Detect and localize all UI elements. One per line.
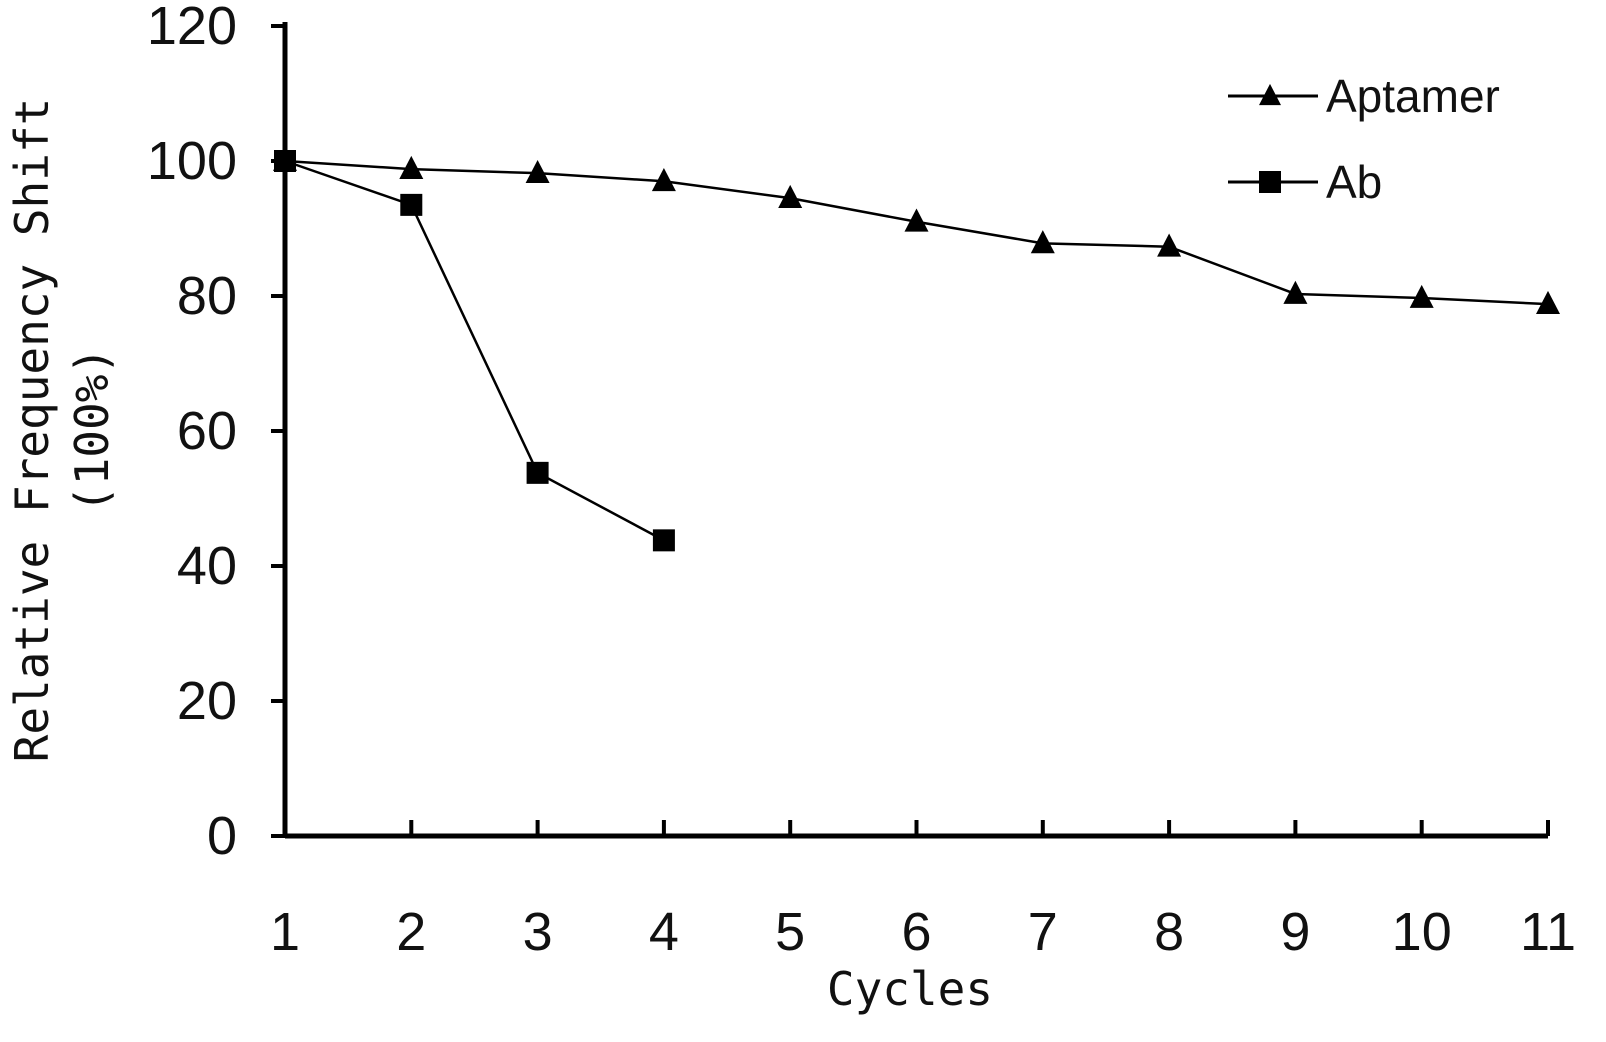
x-tick-label: 2 <box>396 902 426 962</box>
y-tick-label: 100 <box>147 131 237 191</box>
data-point-aptamer-10 <box>1409 284 1434 308</box>
data-point-ab-4 <box>652 529 675 552</box>
x-tick-label: 5 <box>775 902 805 962</box>
legend-label: Ab <box>1326 156 1382 208</box>
data-point-aptamer-5 <box>778 184 803 209</box>
y-tick-label: 20 <box>177 671 237 731</box>
series-ab <box>274 150 675 552</box>
series-layer <box>273 147 1560 552</box>
y-tick-label: 40 <box>177 536 237 596</box>
x-tick-label: 9 <box>1280 902 1310 962</box>
x-tick-label: 7 <box>1028 902 1058 962</box>
axes: 0 20 40 60 80 100 120 1 2 3 4 5 6 7 8 9 10 11 <box>147 0 1576 962</box>
legend-label: Aptamer <box>1326 70 1500 122</box>
y-tick-label: 80 <box>177 266 237 326</box>
y-axis-title: Relative Frequency Shift <box>5 98 59 763</box>
data-point-aptamer-3 <box>525 159 550 184</box>
y-tick-label: 0 <box>207 806 237 866</box>
x-tick-label: 6 <box>901 902 931 962</box>
y-tick-label: 120 <box>147 0 237 56</box>
legend-item-ab: Ab <box>1228 156 1382 208</box>
data-point-ab-1 <box>274 150 296 172</box>
x-tick-label: 10 <box>1392 902 1452 962</box>
data-point-aptamer-11 <box>1536 290 1560 314</box>
x-tick-label: 3 <box>523 902 553 962</box>
x-axis-title: Cycles <box>827 962 993 1016</box>
data-point-aptamer-7 <box>1030 230 1055 254</box>
data-point-ab-3 <box>526 461 549 484</box>
series-line-ab <box>284 159 665 542</box>
data-point-aptamer-8 <box>1157 233 1182 257</box>
x-tick-label: 8 <box>1154 902 1184 962</box>
legend-marker-square <box>1259 171 1281 193</box>
data-point-aptamer-9 <box>1283 280 1308 304</box>
legend-marker-triangle <box>1259 83 1281 106</box>
legend: Aptamer Ab <box>1228 70 1500 208</box>
data-point-aptamer-4 <box>651 168 676 192</box>
x-tick-label: 1 <box>270 902 300 962</box>
data-point-aptamer-6 <box>904 208 929 232</box>
data-point-ab-2 <box>400 193 423 216</box>
x-tick-label: 11 <box>1520 902 1576 962</box>
y-tick-label: 60 <box>177 401 237 461</box>
legend-item-aptamer: Aptamer <box>1228 70 1500 122</box>
y-axis-title-unit: (100%) <box>65 347 119 513</box>
x-tick-label: 4 <box>649 902 679 962</box>
data-point-aptamer-2 <box>399 155 424 179</box>
